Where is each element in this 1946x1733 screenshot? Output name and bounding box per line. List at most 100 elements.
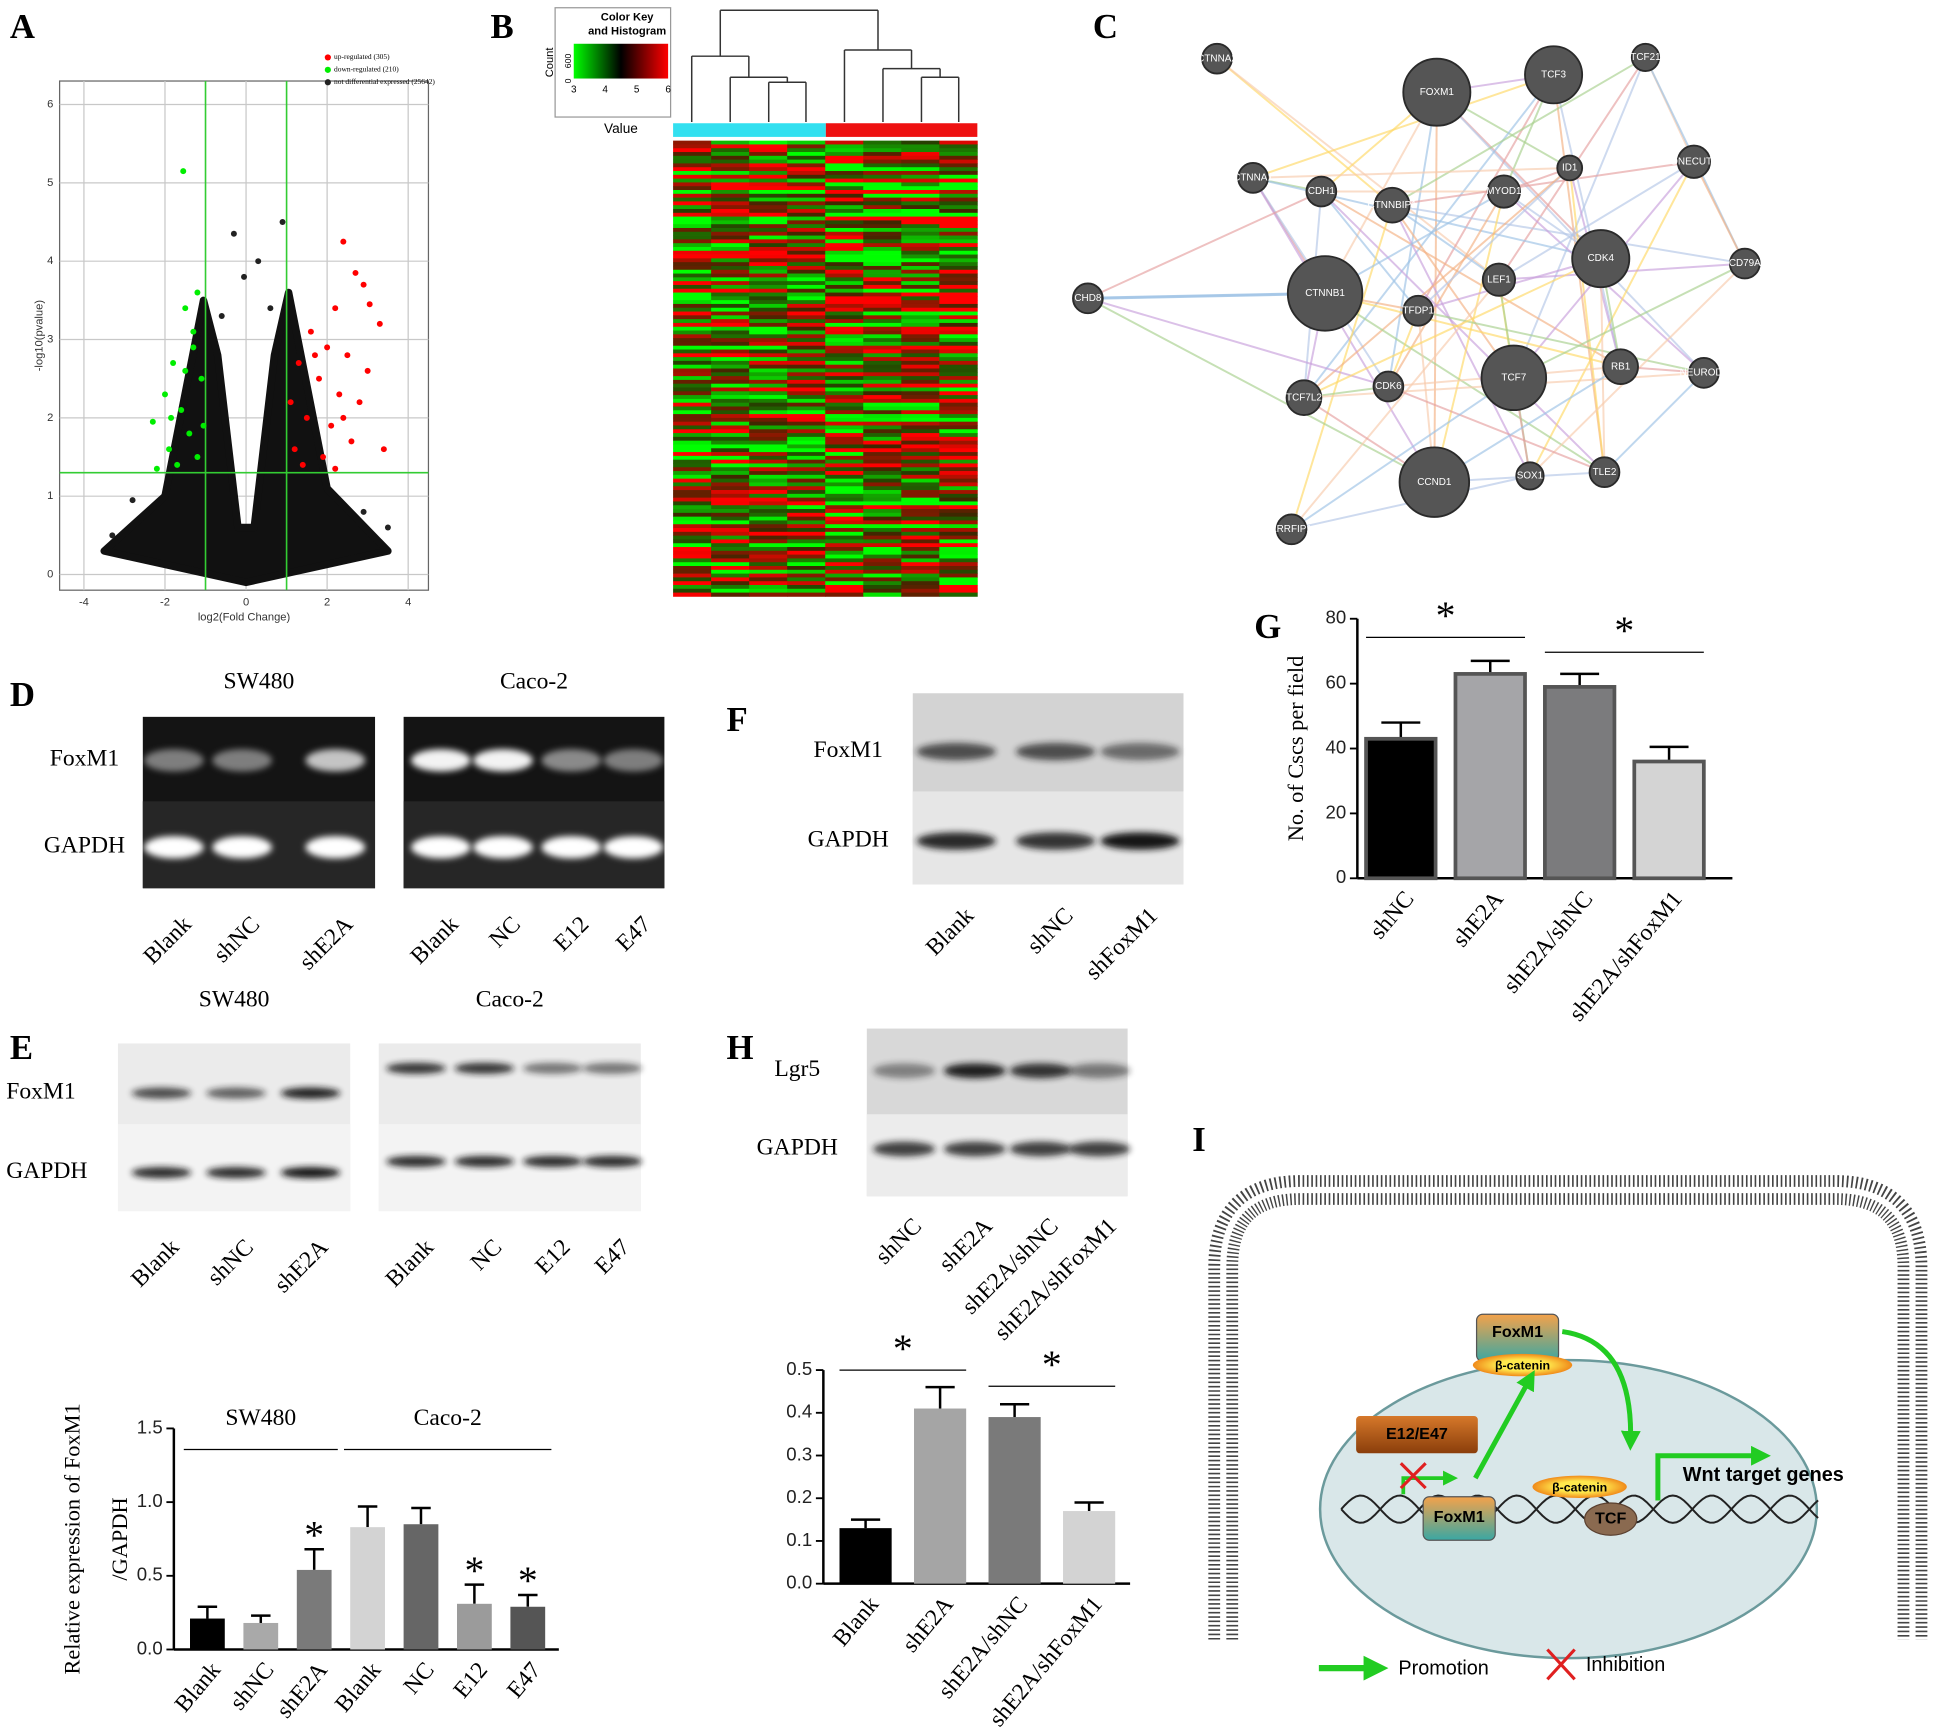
heat-cell [863,250,902,255]
heat-cell [863,315,902,320]
heat-cell [939,334,978,339]
blot-band [603,749,664,772]
x-tick-label: E12 [449,1658,493,1704]
heat-cell [787,140,826,145]
heat-cell [749,167,788,172]
heat-cell [749,452,788,457]
heat-cell [939,471,978,476]
blot-band [473,749,533,772]
blot-band [454,1155,515,1168]
heat-cell [711,281,750,286]
heat-cell [749,433,788,438]
heat-cell [787,197,826,202]
heat-cell [825,509,864,514]
heat-cell [787,410,826,415]
heat-cell [939,284,978,290]
heat-cell [825,167,864,172]
blot-band [943,1141,1006,1157]
heat-cell [825,208,864,214]
network-edge [1252,73,1554,179]
heat-cell [863,528,902,533]
heat-cell [711,178,750,183]
heat-cell [863,174,902,179]
blot-band [1009,1063,1072,1079]
heat-cell [711,357,750,362]
heat-cell [673,360,712,366]
heat-cell [787,262,826,267]
network-edge [1391,204,1531,477]
heat-cell [863,448,902,453]
heat-cell [787,167,826,172]
heat-cell [749,493,788,499]
heat-cell [749,303,788,309]
blot-band [131,1087,192,1099]
heat-cell [749,573,788,578]
heat-cell [673,182,712,187]
heat-cell [711,490,750,495]
heat-cell [711,448,750,453]
blot-band [522,1155,583,1168]
heat-cell [863,243,902,248]
heat-cell [673,193,712,198]
heat-cell [825,174,864,179]
heat-cell [673,265,712,271]
heat-cell [825,573,864,578]
legend-label: Promotion [1398,1658,1489,1680]
heat-cell [749,307,788,312]
heat-cell [787,231,826,236]
heat-cell [825,262,864,267]
heat-cell [901,402,940,407]
heat-cell [787,330,826,335]
heat-cell [787,376,826,381]
protein-label: β-catenin [1552,1480,1607,1494]
heat-cell [673,501,712,506]
heat-cell [673,535,712,540]
panel-label: I [1192,1120,1206,1159]
heat-cell [825,144,864,149]
heat-cell [787,398,826,404]
data-point [356,399,363,406]
significance-marker: * [1436,594,1456,638]
protein-box [1356,1416,1478,1454]
heat-cell [787,353,826,358]
heat-cell [673,516,712,521]
heat-cell [749,467,788,472]
heat-cell [939,543,978,548]
data-point [166,446,173,453]
heat-cell [749,463,788,468]
heat-cell [901,178,940,183]
data-point [241,273,248,280]
heat-cell [749,205,788,210]
heat-cell [825,205,864,210]
data-point [380,446,387,453]
heat-cell [711,444,750,449]
heat-cell [749,486,788,491]
data-point [303,414,310,421]
heat-cell [673,569,712,574]
color-gradient [573,43,669,79]
heat-cell [825,539,864,544]
error-bar [357,1505,378,1528]
heat-cell [673,148,712,153]
lane-label: E47 [590,1234,635,1279]
protein-label: FoxM1 [1434,1508,1485,1526]
heat-cell [673,368,712,373]
heat-cell [711,163,750,168]
heat-cell [939,155,978,160]
data-point [149,418,156,425]
heat-cell [863,531,902,536]
node-label: TCF21 [1630,52,1661,63]
heat-cell [901,452,940,457]
lane-label: Blank [381,1234,439,1292]
heat-cell [749,159,788,164]
heat-cell [711,197,750,202]
heat-cell [863,585,902,590]
blot-band [212,836,272,859]
y-tick-label: 1.0 [137,1490,163,1511]
heat-cell [939,216,978,221]
heat-cell [749,216,788,221]
heat-cell [749,505,788,510]
y-tick-label: 4 [47,255,53,267]
network-edge [1290,377,1515,531]
blot-title: SW480 [199,987,270,1013]
